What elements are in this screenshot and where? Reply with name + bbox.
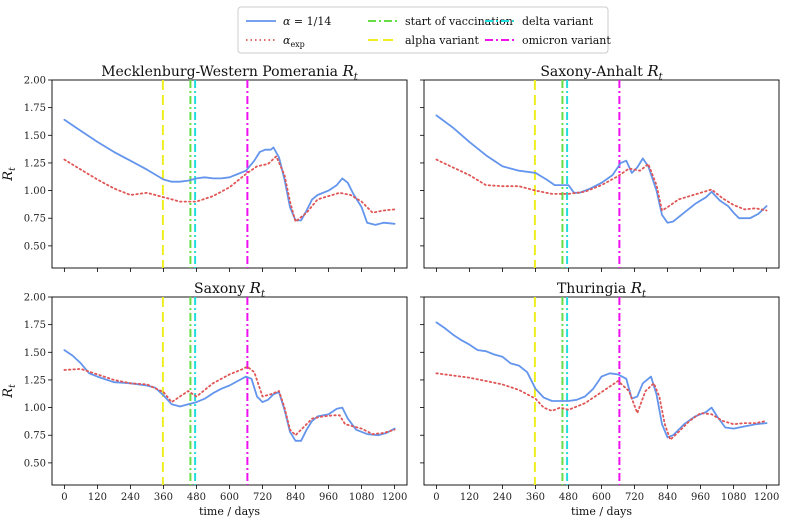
legend-label: omicron variant xyxy=(522,34,611,47)
x-tick-label: 0 xyxy=(433,492,439,503)
y-tick-label: 1.50 xyxy=(24,131,46,142)
x-tick-label: 240 xyxy=(493,492,512,503)
panel-mecklenburg-western-pomerania: 0.50 0.75 1.00 1.25 1.50 1.75 2.00 Rt Mecklenbur… xyxy=(1,62,408,272)
series-line-alphaexp xyxy=(63,365,396,437)
axes-frame xyxy=(51,296,408,486)
y-tick-label: 1.25 xyxy=(24,158,46,169)
series-line-alpha14 xyxy=(63,349,396,442)
legend-entry-alpha-variant: alpha variant xyxy=(368,34,479,47)
series-line-alpha14 xyxy=(435,114,768,224)
legend-entry-alpha-exp: αexp xyxy=(246,34,305,49)
y-axis-label: Rt xyxy=(1,167,18,182)
y-axis-label: Rt xyxy=(1,384,18,399)
x-tick-label: 480 xyxy=(559,492,578,503)
x-axis-label: time / days xyxy=(571,505,632,518)
legend-label: delta variant xyxy=(522,15,594,28)
legend-entry-alpha-1-14: α = 1/14 xyxy=(246,15,331,28)
panel-saxony-anhalt: Saxony-Anhalt Rt xyxy=(420,62,780,272)
y-tick-label: 1.75 xyxy=(24,103,46,114)
axes-frame xyxy=(51,79,408,269)
x-axis-label: time / days xyxy=(199,505,260,518)
x-tick-label: 480 xyxy=(187,492,206,503)
y-tick-label: 1.00 xyxy=(24,186,46,197)
x-tick-label: 1200 xyxy=(754,492,779,503)
axes-frame xyxy=(423,296,780,486)
x-tick-label: 360 xyxy=(154,492,173,503)
x-tick-label: 600 xyxy=(592,492,611,503)
y-tick-label: 1.25 xyxy=(24,375,46,386)
y-tick-label: 1.50 xyxy=(24,348,46,359)
y-tick-label: 1.00 xyxy=(24,403,46,414)
y-tick-label: 0.50 xyxy=(24,241,46,252)
panel-title: Mecklenburg-Western Pomerania Rt xyxy=(101,62,359,83)
x-tick-label: 120 xyxy=(88,492,107,503)
legend-entry-start-of-vaccination: start of vaccination xyxy=(368,15,513,28)
legend-box xyxy=(237,6,609,54)
x-tick-label: 600 xyxy=(220,492,239,503)
x-tick-label: 1200 xyxy=(382,492,407,503)
y-tick-label: 2.00 xyxy=(24,76,46,87)
panel-saxony: 0 120 240 360 480 600 720 840 960 1080 1200 0.50 0.7… xyxy=(1,279,408,518)
legend-entry-delta-variant: delta variant xyxy=(485,15,594,28)
legend-label: alpha variant xyxy=(405,34,479,47)
panel-thuringia: 0 120 240 360 480 600 720 840 960 1080 1200 time / … xyxy=(420,279,780,518)
legend: α = 1/14 αexp start of vaccination alpha va… xyxy=(237,6,611,54)
axes-frame xyxy=(423,79,780,269)
x-tick-label: 840 xyxy=(286,492,305,503)
x-tick-label: 720 xyxy=(253,492,272,503)
series-line-alpha14 xyxy=(63,118,396,226)
y-tick-label: 1.75 xyxy=(24,320,46,331)
legend-label: start of vaccination xyxy=(405,15,513,28)
y-tick-label: 0.75 xyxy=(24,431,46,442)
series-line-alphaexp xyxy=(435,372,768,441)
y-tick-label: 0.75 xyxy=(24,214,46,225)
series-line-alpha14 xyxy=(435,321,768,439)
series-line-alphaexp xyxy=(435,158,768,212)
panel-title: Saxony-Anhalt Rt xyxy=(540,62,663,83)
x-tick-label: 240 xyxy=(121,492,140,503)
panel-title: Thuringia Rt xyxy=(557,279,647,300)
x-tick-label: 0 xyxy=(61,492,67,503)
x-tick-label: 720 xyxy=(625,492,644,503)
x-tick-label: 960 xyxy=(319,492,338,503)
series-line-alphaexp xyxy=(63,155,396,223)
legend-label: α = 1/14 xyxy=(283,15,331,28)
panel-title: Saxony Rt xyxy=(194,279,266,300)
x-tick-label: 360 xyxy=(526,492,545,503)
x-tick-label: 1080 xyxy=(721,492,746,503)
y-tick-label: 0.50 xyxy=(24,458,46,469)
x-tick-label: 1080 xyxy=(349,492,374,503)
x-tick-label: 120 xyxy=(460,492,479,503)
legend-label: αexp xyxy=(283,34,305,49)
x-tick-label: 840 xyxy=(658,492,677,503)
legend-entry-omicron-variant: omicron variant xyxy=(485,34,611,47)
x-tick-label: 960 xyxy=(691,492,710,503)
panels: 0.50 0.75 1.00 1.25 1.50 1.75 2.00 Rt Mecklenbur… xyxy=(1,62,780,518)
y-tick-label: 2.00 xyxy=(24,293,46,304)
